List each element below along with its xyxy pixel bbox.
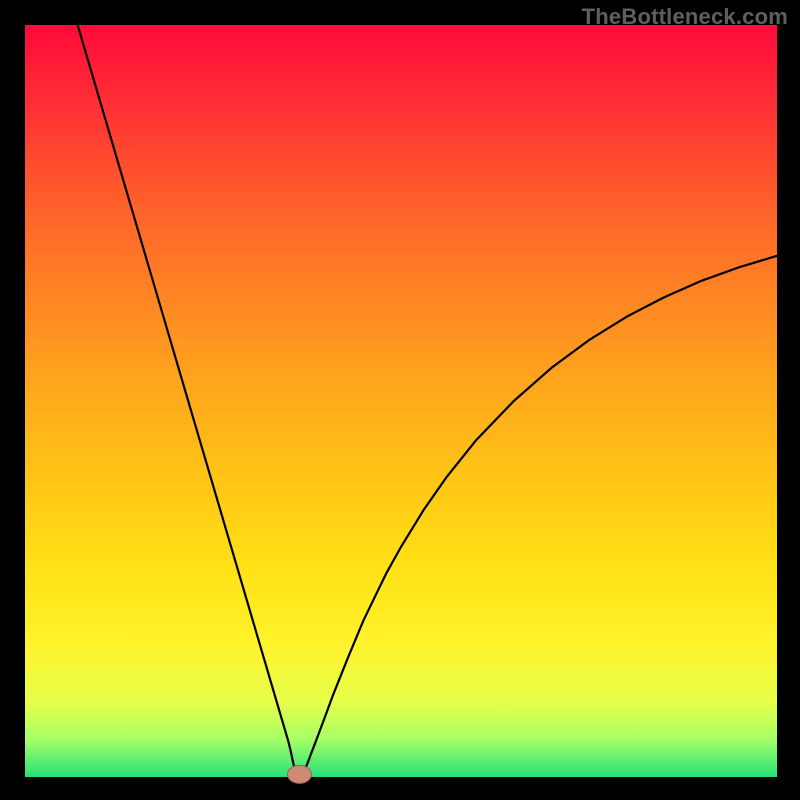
- curve-layer: [0, 0, 800, 800]
- chart-frame: TheBottleneck.com: [0, 0, 800, 800]
- minimum-marker: [287, 765, 311, 783]
- bottleneck-curve: [78, 25, 777, 777]
- watermark-text: TheBottleneck.com: [582, 4, 788, 30]
